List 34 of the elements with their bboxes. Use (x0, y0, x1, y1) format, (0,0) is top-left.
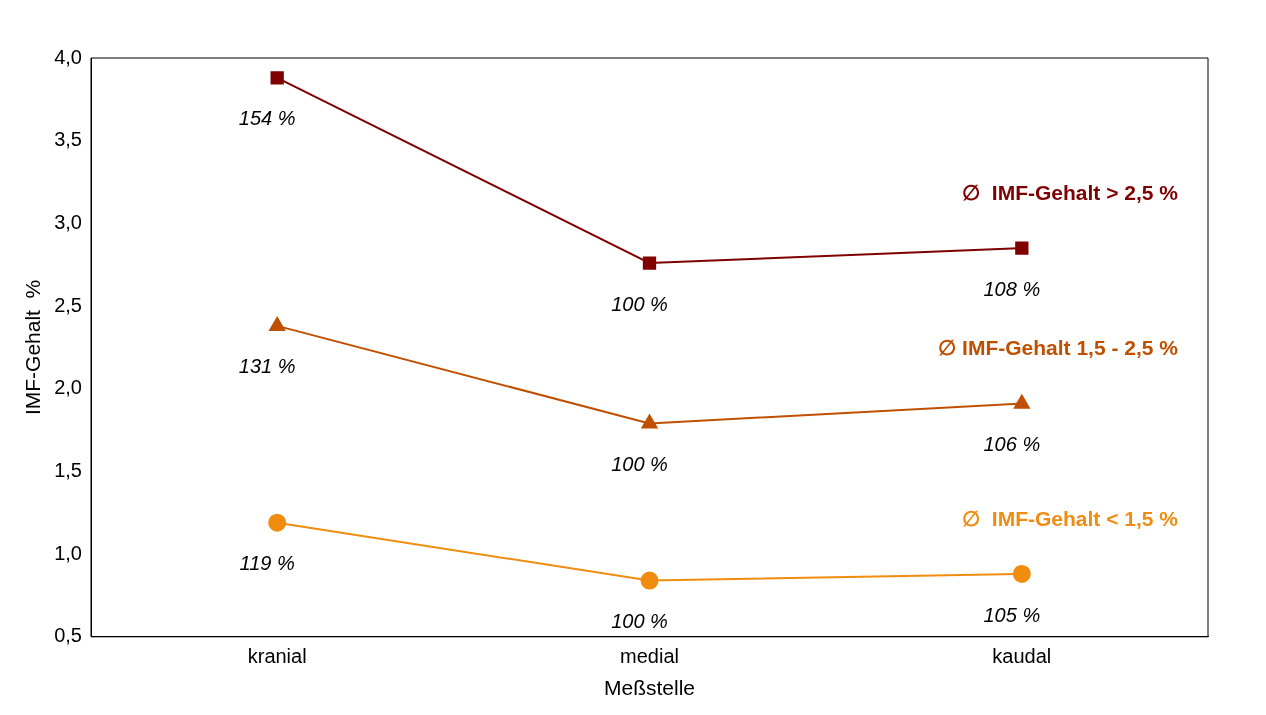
y-axis-title: IMF-Gehalt % (21, 279, 45, 416)
annotation: 106 % (983, 433, 1041, 456)
y-tick-label: 3,5 (54, 128, 82, 151)
y-tick-label: 1,0 (54, 541, 82, 564)
y-tick-label: 1,5 (54, 458, 82, 481)
point (642, 256, 657, 270)
point (1012, 564, 1031, 583)
annotation: 154 % (238, 107, 296, 130)
y-tick-label: 3,0 (54, 210, 82, 233)
x-tick-label: kaudal (992, 645, 1052, 668)
annotation: 108 % (983, 277, 1041, 300)
annotation: 100 % (611, 292, 668, 315)
point (268, 513, 287, 532)
point (270, 71, 284, 85)
y-tick-label: 0,5 (54, 624, 82, 647)
y-tick-label: 4,0 (54, 45, 82, 68)
point (1013, 394, 1030, 409)
text: ∅ IMF-Gehalt > 2,5 % (962, 180, 1179, 204)
y-tick-label: 2,0 (54, 376, 82, 399)
text: ∅ IMF-Gehalt 1,5 - 2,5 % (938, 336, 1179, 360)
annotation: 131 % (238, 355, 296, 378)
annotation: 100 % (611, 610, 668, 633)
point (269, 316, 286, 331)
point (1015, 241, 1029, 255)
point (641, 414, 658, 429)
annotation: 119 % (239, 552, 295, 575)
point (640, 571, 659, 590)
y-tick-label: 2,5 (54, 293, 82, 316)
annotation: 105 % (983, 603, 1041, 626)
x-axis-title: Meßstelle (603, 676, 696, 700)
x-tick-label: kranial (247, 645, 307, 668)
text: ∅ IMF-Gehalt < 1,5 % (962, 506, 1179, 530)
x-tick-label: medial (620, 645, 679, 668)
annotation: 100 % (611, 453, 668, 476)
